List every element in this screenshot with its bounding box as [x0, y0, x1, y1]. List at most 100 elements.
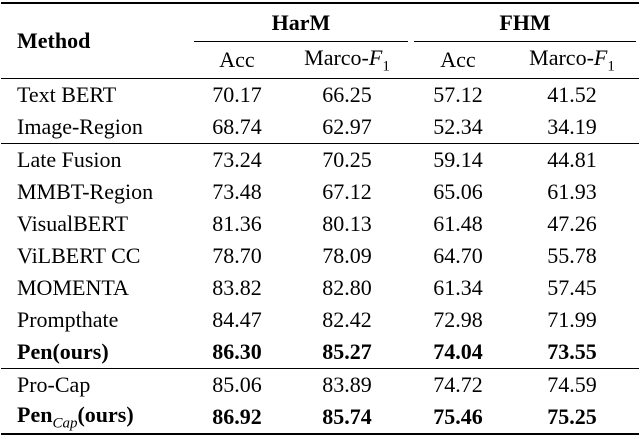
value-cell: 67.12 [322, 179, 372, 204]
data-row: MMBT-Region 73.48 67.12 65.06 61.93 [1, 176, 639, 208]
value-cell: 62.97 [283, 111, 411, 144]
value-cell: 65.06 [433, 179, 483, 204]
data-row: MOMENTA 83.82 82.80 61.34 57.45 [1, 272, 639, 304]
method-suffix: (ours) [77, 401, 134, 427]
group-header-cell: HarM [191, 2, 411, 42]
value-cell: 78.70 [212, 243, 262, 268]
method-name: Late Fusion [17, 147, 122, 172]
value-cell: 34.19 [505, 111, 640, 144]
value-cell: 82.42 [322, 307, 372, 332]
value-cell: 68.74 [191, 111, 283, 144]
data-row: ViLBERT CC 78.70 78.09 64.70 55.78 [1, 240, 639, 272]
method-cell: Late Fusion [1, 144, 191, 177]
value-cell: 71.99 [547, 307, 597, 332]
column-header: Acc [411, 42, 505, 79]
value-cell: 70.17 [212, 82, 262, 107]
method-cell: Prompthate [1, 304, 191, 336]
column-label: Marco- [529, 44, 594, 70]
value-cell: 84.47 [212, 307, 262, 332]
value-cell: 66.25 [322, 82, 372, 107]
group-header-cell: FHM [411, 2, 640, 42]
column-label: Acc [219, 47, 255, 72]
method-cell: Pro-Cap [1, 369, 191, 402]
value-cell: 85.27 [283, 336, 411, 369]
method-name: Pen [17, 401, 53, 427]
value-cell: 64.70 [433, 243, 483, 268]
column-header: Acc [191, 42, 283, 79]
column-sub: 1 [607, 58, 615, 75]
value-cell: 75.46 [411, 401, 505, 435]
value-cell: 57.45 [547, 275, 597, 300]
value-cell: 82.80 [322, 275, 372, 300]
method-cell: PenCap(ours) [1, 401, 191, 435]
value-cell: 72.98 [433, 307, 483, 332]
data-row: Late Fusion 73.24 70.25 59.14 44.81 [1, 144, 639, 177]
method-name: Image-Region [17, 114, 143, 139]
method-cell: Text BERT [1, 79, 191, 112]
method-name: Text BERT [17, 82, 117, 107]
value-cell: 75.25 [505, 401, 640, 435]
method-cell: VisualBERT [1, 208, 191, 240]
value-cell: 86.30 [191, 336, 283, 369]
method-name: Pen(ours) [17, 339, 109, 364]
data-row: Pro-Cap 85.06 83.89 74.72 74.59 [1, 369, 639, 402]
value-cell: 73.48 [212, 179, 262, 204]
value-cell: 73.24 [212, 147, 262, 172]
method-sub: Cap [52, 415, 78, 432]
value-cell: 44.81 [547, 147, 597, 172]
value-cell: 52.34 [411, 111, 505, 144]
column-sub: 1 [382, 58, 390, 75]
value-cell: 74.72 [433, 372, 483, 397]
value-cell: 74.59 [547, 372, 597, 397]
value-cell: 57.12 [433, 82, 483, 107]
value-cell: 78.09 [322, 243, 372, 268]
value-cell: 59.14 [433, 147, 483, 172]
column-label: Acc [440, 47, 476, 72]
data-row: Prompthate 84.47 82.42 72.98 71.99 [1, 304, 639, 336]
value-cell: 41.52 [547, 82, 597, 107]
method-cell: Image-Region [1, 111, 191, 144]
column-header: Marco-F1 [283, 42, 411, 79]
method-name: Pro-Cap [17, 372, 91, 397]
value-cell: 55.78 [547, 243, 597, 268]
value-cell: 85.74 [283, 401, 411, 435]
data-row: Text BERT 70.17 66.25 57.12 41.52 [1, 79, 639, 112]
value-cell: 74.04 [411, 336, 505, 369]
subheader-row: Acc Marco-F1 Acc Marco-F1 [1, 42, 640, 79]
method-name: MOMENTA [17, 275, 129, 300]
value-cell: 81.36 [212, 211, 262, 236]
method-cell: MMBT-Region [1, 176, 191, 208]
column-var: F [593, 44, 608, 70]
column-var: F [368, 44, 383, 70]
method-name: VisualBERT [17, 211, 129, 236]
value-cell: 47.26 [547, 211, 597, 236]
header-row: Method HarM FHM [1, 2, 640, 79]
data-row: Pen(ours) 86.30 85.27 74.04 73.55 [1, 336, 640, 369]
value-cell: 61.34 [433, 275, 483, 300]
method-name: MMBT-Region [17, 179, 154, 204]
value-cell: 61.93 [547, 179, 597, 204]
column-label: Marco- [304, 44, 369, 70]
value-cell: 61.48 [433, 211, 483, 236]
value-cell: 85.06 [212, 372, 262, 397]
method-name: Prompthate [17, 307, 119, 332]
value-cell: 70.25 [322, 147, 372, 172]
method-header: Method [1, 2, 191, 79]
value-cell: 73.55 [505, 336, 640, 369]
column-header: Marco-F1 [505, 42, 640, 79]
method-cell: ViLBERT CC [1, 240, 191, 272]
value-cell: 86.92 [191, 401, 283, 435]
group-header: FHM [414, 4, 637, 42]
data-row: VisualBERT 81.36 80.13 61.48 47.26 [1, 208, 639, 240]
group-header: HarM [194, 4, 408, 42]
data-row: Image-Region 68.74 62.97 52.34 34.19 [1, 111, 640, 144]
method-name: ViLBERT CC [17, 243, 141, 268]
value-cell: 83.89 [322, 372, 372, 397]
method-cell: MOMENTA [1, 272, 191, 304]
value-cell: 83.82 [212, 275, 262, 300]
data-row: PenCap(ours) 86.92 85.74 75.46 75.25 [1, 401, 640, 435]
method-cell: Pen(ours) [1, 336, 191, 369]
